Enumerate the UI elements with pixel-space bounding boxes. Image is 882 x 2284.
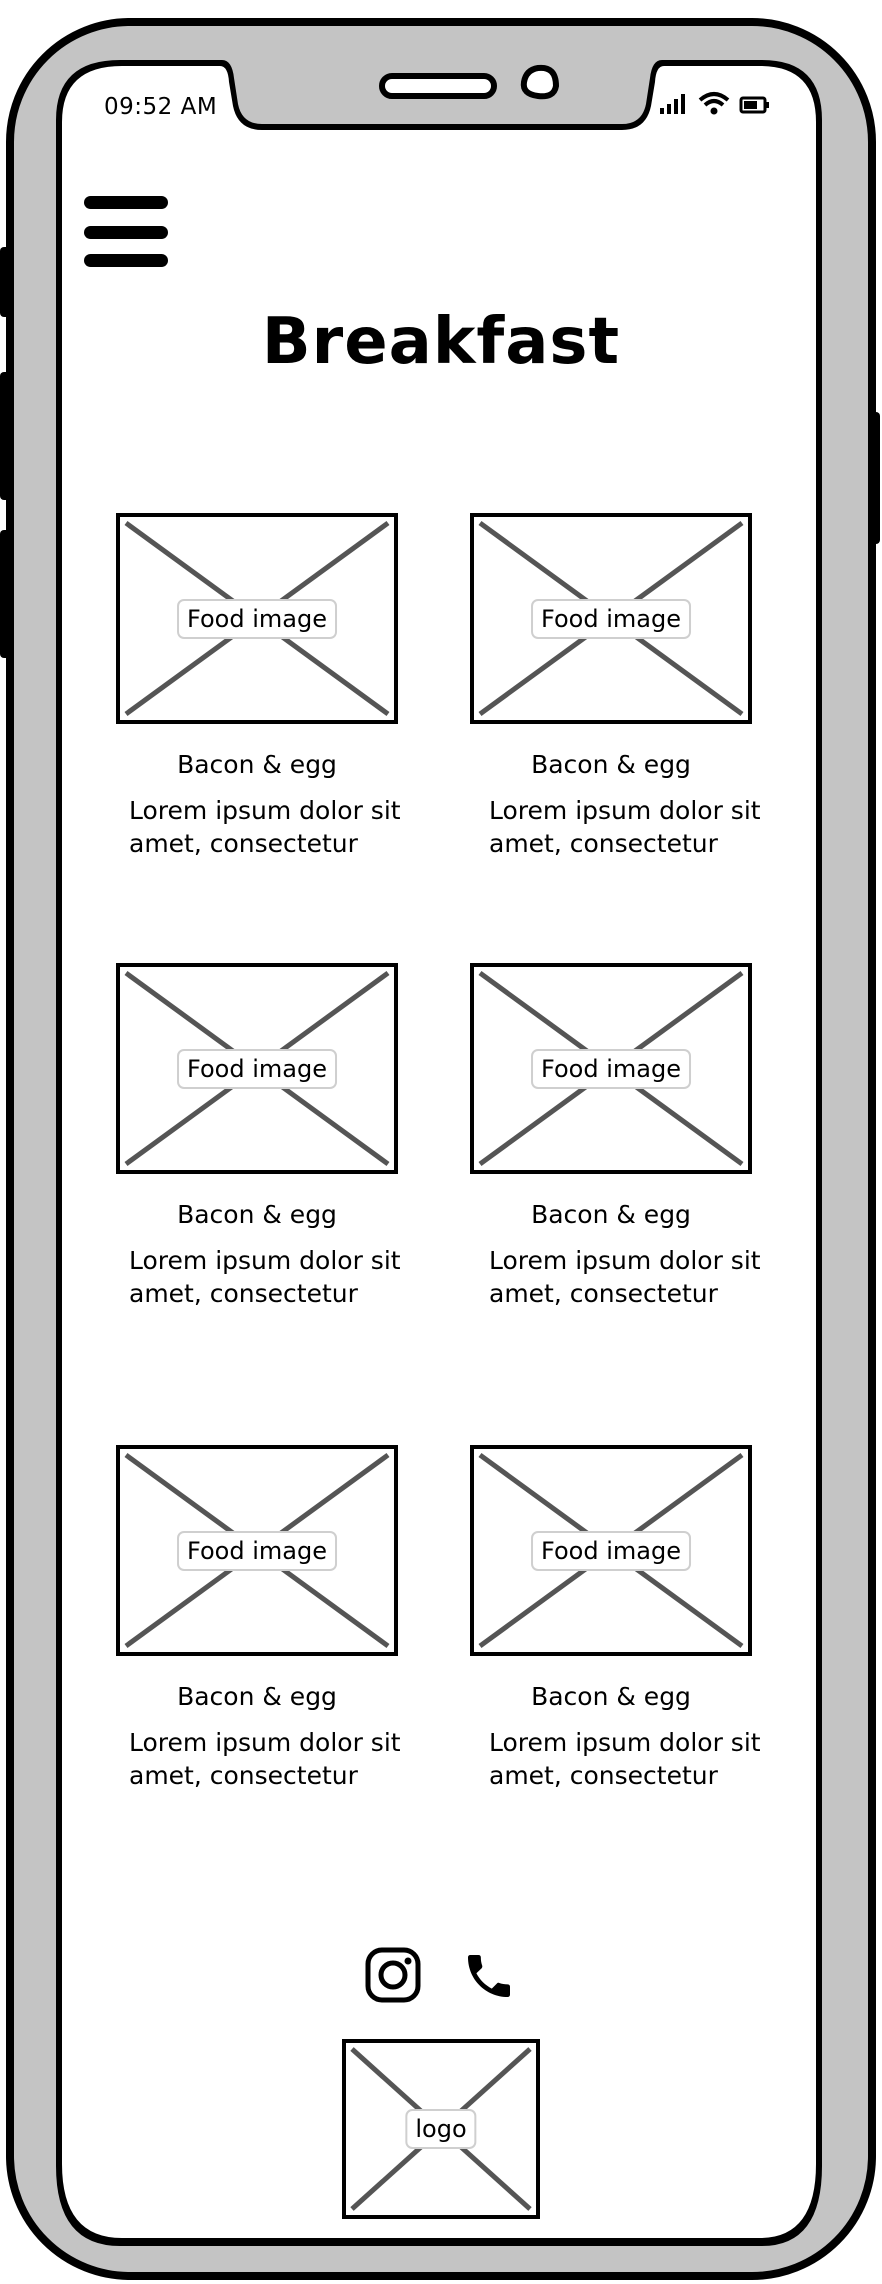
food-image-placeholder[interactable]: Food image	[470, 963, 752, 1174]
card-title: Bacon & egg	[177, 1682, 337, 1711]
image-label: Food image	[177, 598, 337, 639]
card-description-line: Lorem ipsum dolor sit	[129, 796, 401, 825]
card-description: Lorem ipsum dolor sit amet, consectetur	[129, 794, 419, 860]
card-description: Lorem ipsum dolor sit amet, consectetur	[489, 1244, 779, 1310]
hamburger-menu-icon[interactable]	[84, 196, 170, 270]
food-image-placeholder[interactable]: Food image	[116, 513, 398, 724]
card-description: Lorem ipsum dolor sit amet, consectetur	[129, 1726, 419, 1792]
image-label: Food image	[531, 1530, 691, 1571]
logo-placeholder[interactable]: logo	[342, 2039, 540, 2219]
image-label: Food image	[531, 1048, 691, 1089]
card-description-line: amet, consectetur	[129, 1761, 358, 1790]
card-description-line: Lorem ipsum dolor sit	[129, 1246, 401, 1275]
instagram-icon[interactable]	[364, 1946, 424, 2006]
food-image-placeholder[interactable]: Food image	[470, 513, 752, 724]
image-placeholder-icon	[116, 1445, 398, 1656]
card-description-line: Lorem ipsum dolor sit	[489, 1728, 761, 1757]
card-title: Bacon & egg	[531, 1682, 691, 1711]
card-description: Lorem ipsum dolor sit amet, consectetur	[129, 1244, 419, 1310]
status-time: 09:52 AM	[104, 94, 218, 120]
page-title: Breakfast	[261, 305, 621, 379]
card-description-line: Lorem ipsum dolor sit	[489, 1246, 761, 1275]
card-description-line: amet, consectetur	[129, 829, 358, 858]
card-title: Bacon & egg	[177, 750, 337, 779]
card-description-line: Lorem ipsum dolor sit	[489, 796, 761, 825]
phone-icon[interactable]	[460, 1948, 518, 2004]
card-title: Bacon & egg	[531, 1200, 691, 1229]
card-title: Bacon & egg	[531, 750, 691, 779]
image-label: Food image	[177, 1530, 337, 1571]
card-description-line: amet, consectetur	[489, 829, 718, 858]
card-description: Lorem ipsum dolor sit amet, consectetur	[489, 1726, 779, 1792]
card-description-line: amet, consectetur	[489, 1279, 718, 1308]
card-description-line: Lorem ipsum dolor sit	[129, 1728, 401, 1757]
card-description: Lorem ipsum dolor sit amet, consectetur	[489, 794, 779, 860]
food-image-placeholder[interactable]: Food image	[116, 963, 398, 1174]
card-description-line: amet, consectetur	[129, 1279, 358, 1308]
food-image-placeholder[interactable]: Food image	[470, 1445, 752, 1656]
image-label: Food image	[177, 1048, 337, 1089]
image-label: Food image	[531, 598, 691, 639]
footer-social	[364, 1946, 544, 2006]
food-image-placeholder[interactable]: Food image	[116, 1445, 398, 1656]
card-title: Bacon & egg	[177, 1200, 337, 1229]
card-description-line: amet, consectetur	[489, 1761, 718, 1790]
logo-label: logo	[405, 2109, 477, 2149]
